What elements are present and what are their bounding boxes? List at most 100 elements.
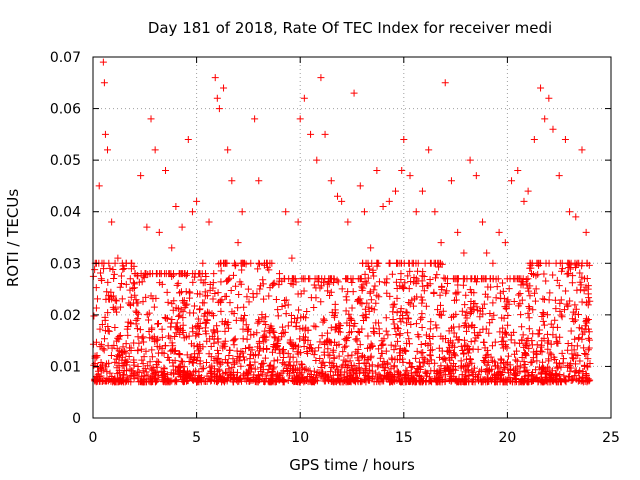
data-point xyxy=(344,333,352,341)
data-point xyxy=(499,324,507,332)
data-point xyxy=(556,259,564,267)
data-point xyxy=(93,353,101,361)
data-point xyxy=(552,305,560,313)
data-point xyxy=(480,338,488,346)
data-point xyxy=(549,125,557,133)
data-point xyxy=(513,275,521,283)
data-point xyxy=(362,310,370,318)
data-point xyxy=(454,228,462,236)
data-point xyxy=(385,197,393,205)
data-point xyxy=(104,278,112,286)
data-point xyxy=(139,298,147,306)
data-point xyxy=(457,378,465,386)
data-point xyxy=(215,105,223,113)
data-point xyxy=(426,373,434,381)
data-point xyxy=(573,261,581,269)
data-point xyxy=(382,327,390,335)
data-point xyxy=(261,327,269,335)
data-point xyxy=(173,319,181,327)
data-point xyxy=(578,298,586,306)
data-point xyxy=(211,74,219,82)
data-point xyxy=(131,291,139,299)
data-point xyxy=(412,320,420,328)
data-point xyxy=(565,263,573,271)
data-point xyxy=(543,311,551,319)
data-point xyxy=(363,299,371,307)
data-point xyxy=(132,307,140,315)
data-point xyxy=(585,377,593,385)
data-point xyxy=(400,371,408,379)
data-point xyxy=(235,377,243,385)
data-point xyxy=(539,317,547,325)
data-point xyxy=(539,308,547,316)
data-point xyxy=(225,352,233,360)
data-point xyxy=(361,364,369,372)
data-point xyxy=(385,259,393,267)
data-point xyxy=(568,350,576,358)
data-point xyxy=(399,284,407,292)
data-point xyxy=(553,276,561,284)
data-point xyxy=(320,316,328,324)
data-point xyxy=(239,325,247,333)
data-point xyxy=(485,366,493,374)
data-point xyxy=(392,330,400,338)
data-point xyxy=(426,351,434,359)
data-point xyxy=(296,335,304,343)
x-axis-ticks: 0 5 10 15 20 25 xyxy=(89,57,620,446)
data-point xyxy=(184,136,192,144)
data-point xyxy=(396,345,404,353)
data-point xyxy=(510,366,518,374)
data-point xyxy=(342,307,350,315)
data-point xyxy=(356,341,364,349)
data-point xyxy=(98,321,106,329)
data-point xyxy=(493,283,501,291)
data-point xyxy=(365,374,373,382)
data-point xyxy=(450,349,458,357)
data-point xyxy=(192,367,200,375)
data-point xyxy=(229,337,237,345)
data-point xyxy=(196,360,204,368)
data-point xyxy=(461,319,469,327)
data-point xyxy=(344,288,352,296)
data-point xyxy=(287,280,295,288)
data-point xyxy=(532,272,540,280)
data-point xyxy=(150,303,158,311)
data-point xyxy=(527,270,535,278)
data-point xyxy=(417,376,425,384)
data-point xyxy=(505,369,513,377)
data-point xyxy=(284,361,292,369)
data-point xyxy=(100,265,108,273)
data-point xyxy=(171,347,179,355)
data-point xyxy=(438,260,446,268)
data-point xyxy=(497,356,505,364)
data-point xyxy=(163,288,171,296)
data-point xyxy=(307,130,315,138)
data-point xyxy=(155,372,163,380)
data-point xyxy=(487,275,495,283)
data-point xyxy=(172,203,180,211)
data-point xyxy=(174,305,182,313)
data-point xyxy=(506,377,514,385)
data-point xyxy=(232,282,240,290)
data-points xyxy=(89,58,594,386)
data-point xyxy=(563,300,571,308)
data-point xyxy=(201,279,209,287)
data-point xyxy=(560,372,568,380)
data-point xyxy=(104,309,112,317)
data-point xyxy=(548,371,556,379)
data-point xyxy=(320,315,328,323)
data-point xyxy=(570,346,578,354)
data-point xyxy=(427,346,435,354)
data-point xyxy=(537,378,545,386)
data-point xyxy=(95,182,103,190)
data-point xyxy=(97,269,105,277)
data-point xyxy=(354,327,362,335)
data-point xyxy=(486,309,494,317)
data-point xyxy=(116,352,124,360)
data-point xyxy=(207,342,215,350)
data-point xyxy=(533,350,541,358)
data-point xyxy=(413,347,421,355)
data-point xyxy=(498,338,506,346)
data-point xyxy=(150,333,158,341)
